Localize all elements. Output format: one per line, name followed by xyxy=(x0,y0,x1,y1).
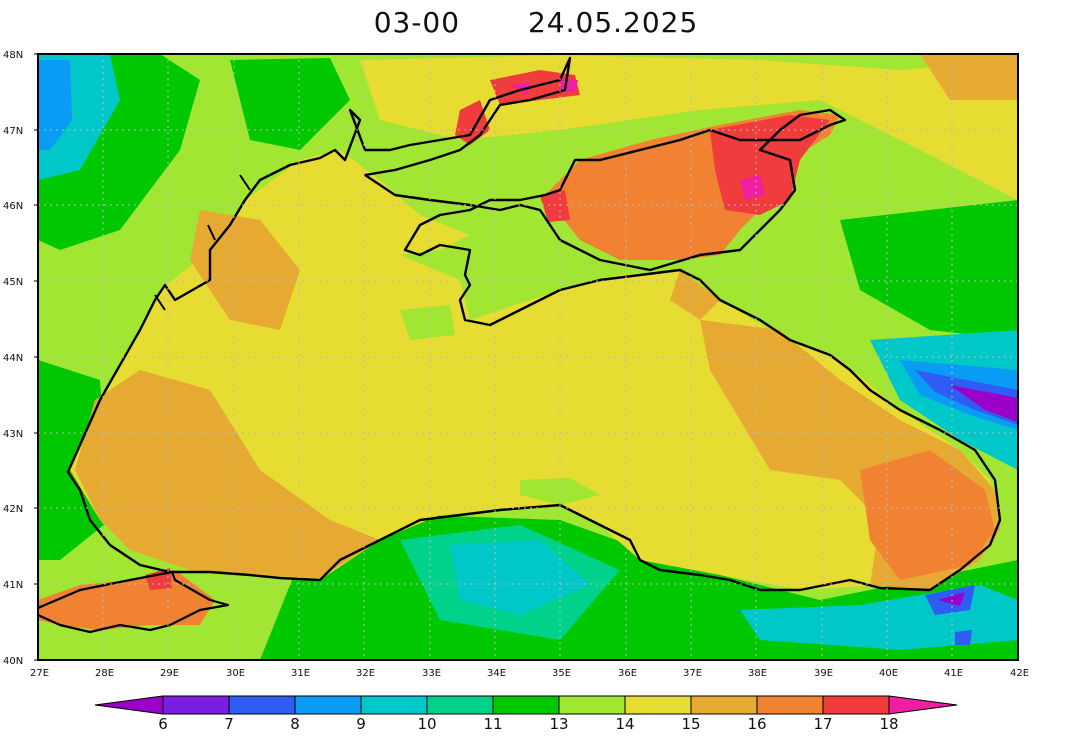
colorbar-box xyxy=(162,695,230,715)
lon-label: 42E xyxy=(1010,668,1029,679)
lon-label: 31E xyxy=(291,668,310,679)
colorbar-label: 11 xyxy=(483,715,502,733)
lon-label: 27E xyxy=(30,668,49,679)
lon-label: 28E xyxy=(95,668,114,679)
land-patch-green-3 xyxy=(840,200,1018,340)
black-sea-area xyxy=(70,150,1000,590)
lat-label: 48N xyxy=(3,50,23,61)
colorbar-box xyxy=(756,695,824,715)
black-sea-coastline xyxy=(66,56,1002,592)
date-label: 24.05.2025 xyxy=(527,6,699,39)
graticule xyxy=(38,54,1018,660)
patch-red-sivash xyxy=(540,190,570,222)
colorbar-arrow-right xyxy=(888,695,958,715)
temperature-field xyxy=(38,54,1018,660)
land-patch-green-2 xyxy=(230,58,350,150)
colorbar-box xyxy=(690,695,758,715)
colorbar-label: 17 xyxy=(813,715,832,733)
marmara-coastline xyxy=(38,570,230,634)
lon-label: 33E xyxy=(422,668,441,679)
lat-labels: 48N 47N 46N 45N 44N 43N 42N 41N 40N xyxy=(3,50,23,667)
time-label: 03-00 xyxy=(373,6,461,39)
colorbar: 6 7 8 9 10 11 13 14 15 16 17 18 xyxy=(94,695,958,733)
lon-label: 36E xyxy=(618,668,637,679)
lon-labels: 27E 28E 29E 30E 31E 32E 33E 34E 35E 36E … xyxy=(30,668,1029,679)
colorbar-label: 14 xyxy=(615,715,634,733)
map-title: 03-00 24.05.2025 xyxy=(0,6,1072,39)
patch-magenta-dnieper xyxy=(510,82,530,95)
lat-ticks xyxy=(34,53,38,661)
land-patch-blue xyxy=(38,60,72,150)
colorbar-label: 16 xyxy=(747,715,766,733)
patch-teal-south xyxy=(450,540,590,615)
patch-orange-northeast xyxy=(920,54,1018,100)
patch-purple-southeast xyxy=(938,592,965,606)
colorbar-label: 13 xyxy=(549,715,568,733)
colorbar-box xyxy=(624,695,692,715)
lon-label: 37E xyxy=(683,668,702,679)
colorbar-box xyxy=(822,695,890,715)
lat-label: 46N xyxy=(3,201,23,212)
colorbar-label: 15 xyxy=(681,715,700,733)
lat-label: 42N xyxy=(3,504,23,515)
lat-label: 45N xyxy=(3,277,23,288)
lat-label: 44N xyxy=(3,353,23,364)
colorbar-label: 7 xyxy=(224,715,234,733)
lon-label: 39E xyxy=(814,668,833,679)
patch-lime-crimea xyxy=(400,305,455,340)
lat-label: 40N xyxy=(3,656,23,667)
lon-label: 38E xyxy=(748,668,767,679)
colorbar-label: 18 xyxy=(879,715,898,733)
colorbar-box xyxy=(558,695,626,715)
lon-label: 30E xyxy=(226,668,245,679)
lon-label: 32E xyxy=(356,668,375,679)
patch-orange-kerch xyxy=(670,270,720,320)
colorbar-label: 10 xyxy=(417,715,436,733)
colorbar-box xyxy=(426,695,494,715)
colorbar-label: 8 xyxy=(290,715,300,733)
colorbar-box xyxy=(294,695,362,715)
lat-label: 41N xyxy=(3,580,23,591)
patch-magenta-azov xyxy=(740,175,765,200)
lon-label: 29E xyxy=(160,668,179,679)
patch-red-dnieper-2 xyxy=(490,70,580,105)
lon-label: 40E xyxy=(879,668,898,679)
colorbar-arrow-left xyxy=(94,695,164,715)
lon-label: 35E xyxy=(552,668,571,679)
patch-orange-west xyxy=(75,370,380,578)
lon-label: 34E xyxy=(487,668,506,679)
patch-lime-south-sea xyxy=(520,478,600,505)
lon-label: 41E xyxy=(944,668,963,679)
coastline-details xyxy=(154,174,251,311)
colorbar-box xyxy=(492,695,560,715)
lat-label: 43N xyxy=(3,429,23,440)
colorbar-label: 9 xyxy=(356,715,366,733)
patch-blue-southeast-2 xyxy=(955,630,972,645)
patch-hot-east xyxy=(860,450,995,580)
patch-purple-east xyxy=(950,385,1018,422)
colorbar-box xyxy=(228,695,296,715)
colorbar-box xyxy=(360,695,428,715)
lat-label: 47N xyxy=(3,126,23,137)
colorbar-label: 6 xyxy=(158,715,168,733)
